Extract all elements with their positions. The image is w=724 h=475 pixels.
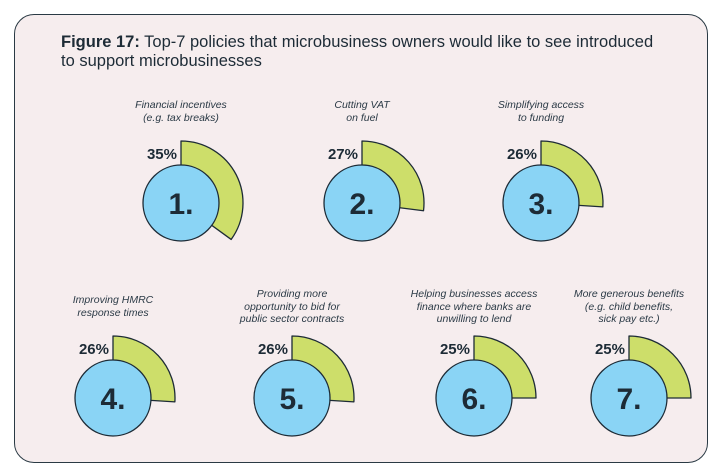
category-label-line: Improving HMRC xyxy=(72,294,154,306)
value-label: 26% xyxy=(258,341,288,358)
policy-item-6: 6. 25% xyxy=(435,335,537,437)
rank-number: 6. xyxy=(461,383,486,416)
category-label-line: (e.g. tax breaks) xyxy=(143,111,219,124)
rank-circle xyxy=(435,359,513,437)
value-label: 25% xyxy=(595,341,625,358)
category-label-line: response times xyxy=(77,306,149,319)
rank-number: 4. xyxy=(100,383,125,416)
policy-item-7: 7. 25% xyxy=(590,335,692,437)
category-label-line: on fuel xyxy=(346,111,378,124)
category-label: Simplifying access to funding xyxy=(446,99,636,124)
policy-item-2: 2. 27% xyxy=(323,140,425,242)
rank-circle xyxy=(323,164,401,242)
category-label-line: Helping businesses access xyxy=(410,288,538,300)
value-label: 26% xyxy=(507,146,537,163)
policy-item-3: 3. 26% xyxy=(502,140,604,242)
rank-number: 2. xyxy=(349,188,374,221)
category-label-line: sick pay etc.) xyxy=(598,313,660,325)
category-label-line: unwilling to lend xyxy=(436,313,512,325)
value-label: 25% xyxy=(440,341,470,358)
category-label: Providing more opportunity to bid for publ… xyxy=(197,288,387,326)
figure-number: Figure 17: xyxy=(61,33,140,51)
category-label: Financial incentives (e.g. tax breaks) xyxy=(86,99,276,124)
rank-circle xyxy=(74,359,152,437)
category-label-line: to funding xyxy=(517,111,565,124)
rank-number: 3. xyxy=(528,188,553,221)
category-label-line: Providing more xyxy=(256,288,328,300)
rank-circle xyxy=(253,359,331,437)
category-label-line: opportunity to bid for xyxy=(244,300,340,313)
rank-circle xyxy=(142,164,220,242)
category-label-line: Financial incentives xyxy=(135,99,227,111)
policy-item-4: 4. 26% xyxy=(74,335,176,437)
category-label-line: public sector contracts xyxy=(239,313,345,325)
category-label-line: Simplifying access xyxy=(497,99,585,111)
rank-number: 5. xyxy=(279,383,304,416)
category-label-line: finance where banks are xyxy=(416,300,532,313)
category-label: More generous benefits (e.g. child benefi… xyxy=(534,288,724,326)
category-label-line: More generous benefits xyxy=(573,288,685,300)
rank-number: 7. xyxy=(616,383,641,416)
rank-circle xyxy=(590,359,668,437)
rank-number: 1. xyxy=(168,188,193,221)
policy-item-5: 5. 26% xyxy=(253,335,355,437)
figure-caption: Top-7 policies that microbusiness owners… xyxy=(61,33,654,70)
figure-title: Figure 17: Top-7 policies that microbusi… xyxy=(61,33,661,71)
category-label: Helping businesses access finance where b… xyxy=(379,288,569,326)
value-label: 26% xyxy=(79,341,109,358)
category-label: Improving HMRC response times xyxy=(18,294,208,319)
category-label-line: Cutting VAT xyxy=(334,99,390,111)
category-label: Cutting VAT on fuel xyxy=(267,99,457,124)
rank-circle xyxy=(502,164,580,242)
value-label: 35% xyxy=(147,146,177,163)
value-label: 27% xyxy=(328,146,358,163)
category-label-line: (e.g. child benefits, xyxy=(584,300,674,313)
policy-item-1: 1. 35% xyxy=(142,140,244,242)
